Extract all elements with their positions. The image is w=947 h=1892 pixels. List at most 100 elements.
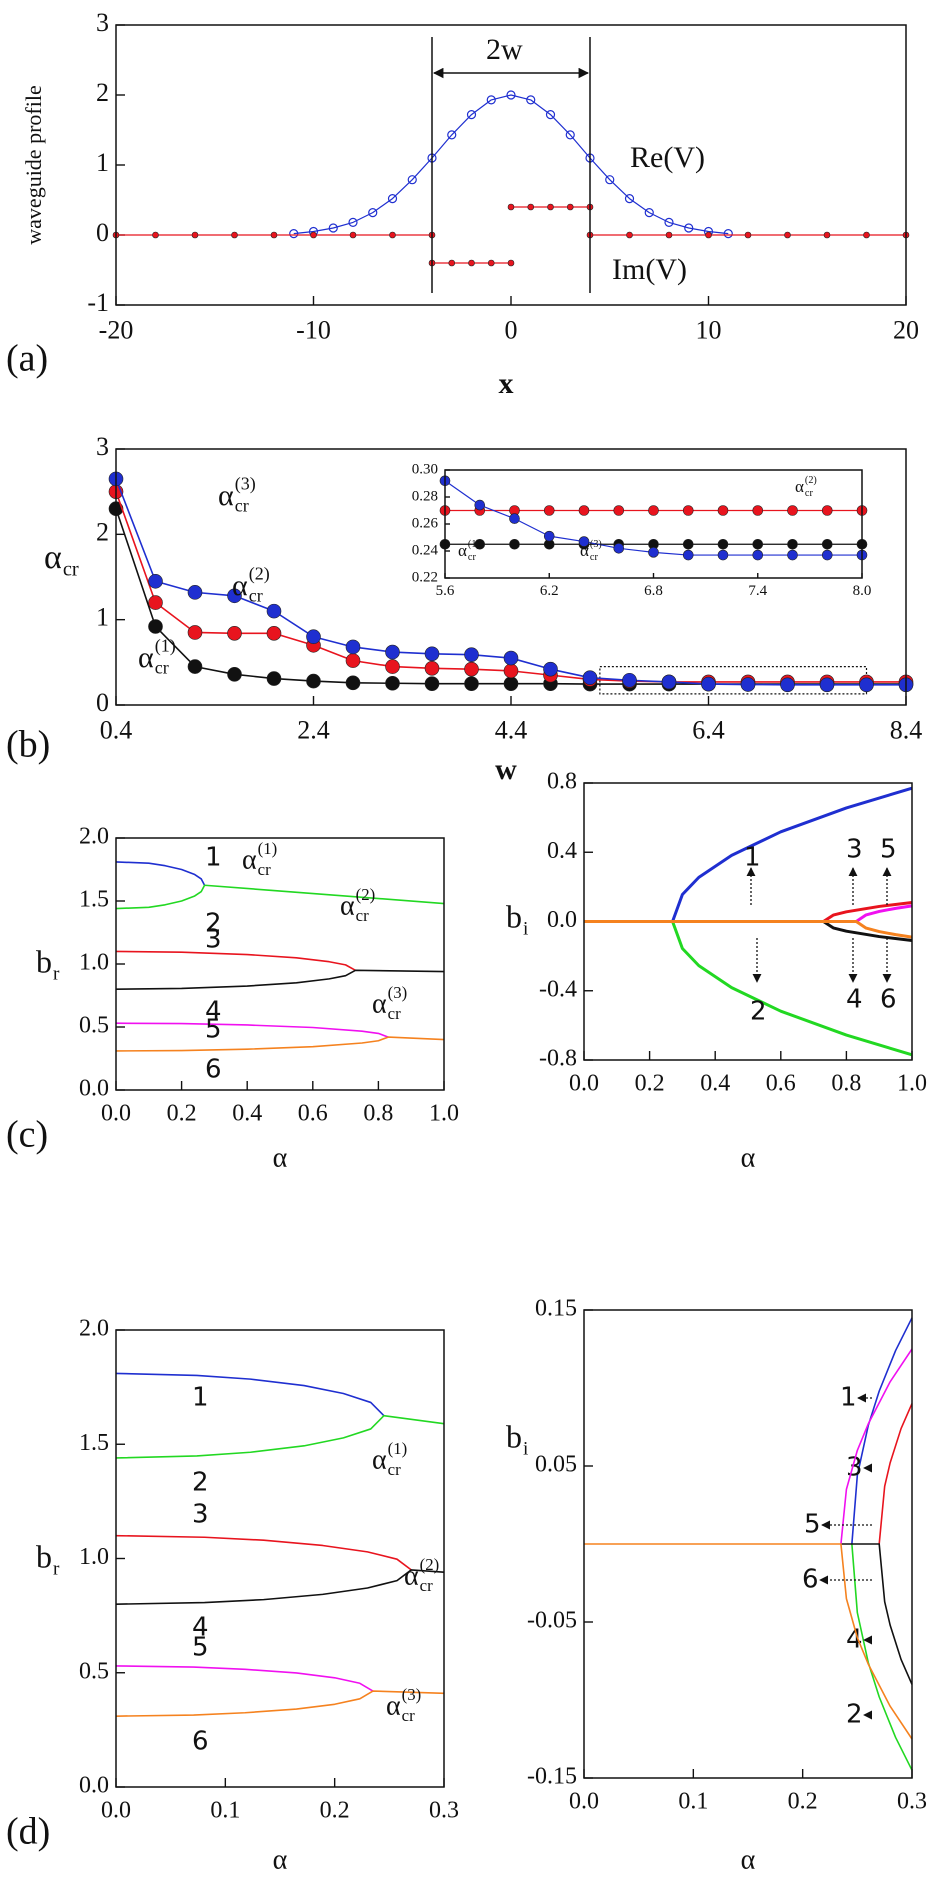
annotation-sub: cr [590, 552, 599, 563]
y-tick-label: 0.5 [79, 1658, 109, 1684]
y-axis-label-sub: r [53, 1559, 60, 1580]
x-tick-label: 0.0 [101, 1798, 131, 1824]
y-tick-label: -0.05 [527, 1608, 577, 1634]
data-point [507, 203, 515, 211]
data-point [684, 223, 694, 233]
data-point [605, 175, 615, 185]
y-tick-label: 0.30 [412, 461, 438, 477]
data-point [543, 661, 558, 677]
y-tick-label: 1.5 [79, 1430, 109, 1456]
data-point [526, 95, 536, 105]
annotation: α cr(1) [458, 539, 480, 563]
y-axis-label-base: b [506, 898, 522, 934]
x-tick-label: 0.2 [635, 1071, 665, 1097]
y-axis-label-sub: r [53, 964, 60, 985]
annotation-base: α [242, 844, 257, 875]
series-label: 2 [192, 1468, 209, 1498]
data-point [187, 585, 203, 600]
data-point [682, 538, 694, 550]
y-tick-label: 0.24 [412, 542, 439, 558]
y-tick-label: 2 [96, 517, 109, 546]
data-point [682, 549, 694, 561]
annotation-sub: cr [235, 496, 249, 516]
data-point [644, 208, 654, 218]
data-point [474, 499, 486, 511]
data-point [665, 231, 673, 239]
annotation: α cr(1) [372, 1439, 407, 1479]
y-tick-label: 0.0 [79, 1076, 109, 1102]
y-tick-label: -0.8 [539, 1046, 577, 1072]
data-point [148, 573, 163, 589]
data-point [740, 677, 756, 692]
x-axis-label: α [741, 1142, 756, 1173]
annotation: 2w [486, 33, 523, 66]
data-point [187, 625, 203, 640]
x-tick-label: 0.6 [298, 1101, 328, 1127]
data-point [266, 671, 282, 686]
data-point [503, 663, 519, 679]
x-tick-label: 0.4 [232, 1101, 262, 1127]
annotation: α cr(1) [138, 636, 176, 678]
series-label: 2 [205, 909, 222, 939]
plot-frame [115, 24, 907, 306]
series-label: 1 [192, 1383, 209, 1413]
data-point [507, 259, 515, 267]
data-point [744, 231, 752, 239]
x-tick-label: 0.2 [788, 1789, 818, 1815]
data-point [464, 676, 479, 691]
annotation-sup: (2) [805, 475, 817, 486]
y-tick-label: -0.4 [539, 976, 577, 1002]
data-point [349, 231, 357, 239]
data-point [543, 530, 555, 542]
data-point [368, 208, 378, 218]
annotation-base: α [340, 890, 355, 921]
plot-frame [444, 469, 863, 579]
data-point [752, 538, 764, 550]
series-label: 5 [205, 1015, 222, 1045]
y-tick-label: 0.15 [535, 1296, 577, 1322]
annotation: α cr (2) [340, 885, 375, 925]
y-tick-label: 0.5 [79, 1013, 109, 1039]
x-tick-label: 0.1 [210, 1798, 240, 1824]
series-label: 1 [840, 1383, 857, 1413]
data-point [328, 223, 338, 233]
x-tick-label: 0.4 [100, 715, 133, 744]
data-point [863, 231, 870, 239]
data-point [752, 505, 764, 516]
annotation-base: α [372, 988, 387, 1019]
data-point [509, 513, 520, 524]
data-point [464, 661, 479, 677]
x-tick-label: 1.0 [429, 1101, 459, 1127]
data-point [148, 595, 163, 610]
y-axis-label-sub: i [523, 919, 528, 940]
y-axis-label-base: α [44, 539, 62, 576]
series-line [115, 861, 206, 886]
data-point [306, 629, 321, 645]
x-tick-label: -10 [296, 315, 331, 344]
data-point [723, 229, 733, 239]
data-point [565, 130, 575, 140]
series-line [584, 1543, 913, 1740]
annotation-sub: cr [155, 658, 169, 678]
series-label: 4 [846, 985, 863, 1015]
x-tick-label: 0.0 [569, 1071, 599, 1097]
annotation-sup: (1) [258, 839, 278, 858]
data-point [424, 646, 440, 662]
data-point [780, 677, 795, 693]
annotation: α cr(3) [218, 474, 256, 516]
y-tick-label: 2.0 [79, 1316, 109, 1342]
series-line [840, 1543, 913, 1685]
annotation-sup: (1) [155, 636, 176, 657]
series-label: 6 [880, 985, 897, 1015]
series-line [671, 786, 913, 923]
series-line [822, 920, 913, 943]
data-point [661, 674, 677, 690]
data-point [787, 505, 798, 516]
y-tick-label: 0.22 [412, 569, 438, 585]
data-point [622, 672, 637, 688]
data-point [717, 538, 729, 550]
data-point [266, 603, 282, 619]
data-point [152, 231, 159, 239]
